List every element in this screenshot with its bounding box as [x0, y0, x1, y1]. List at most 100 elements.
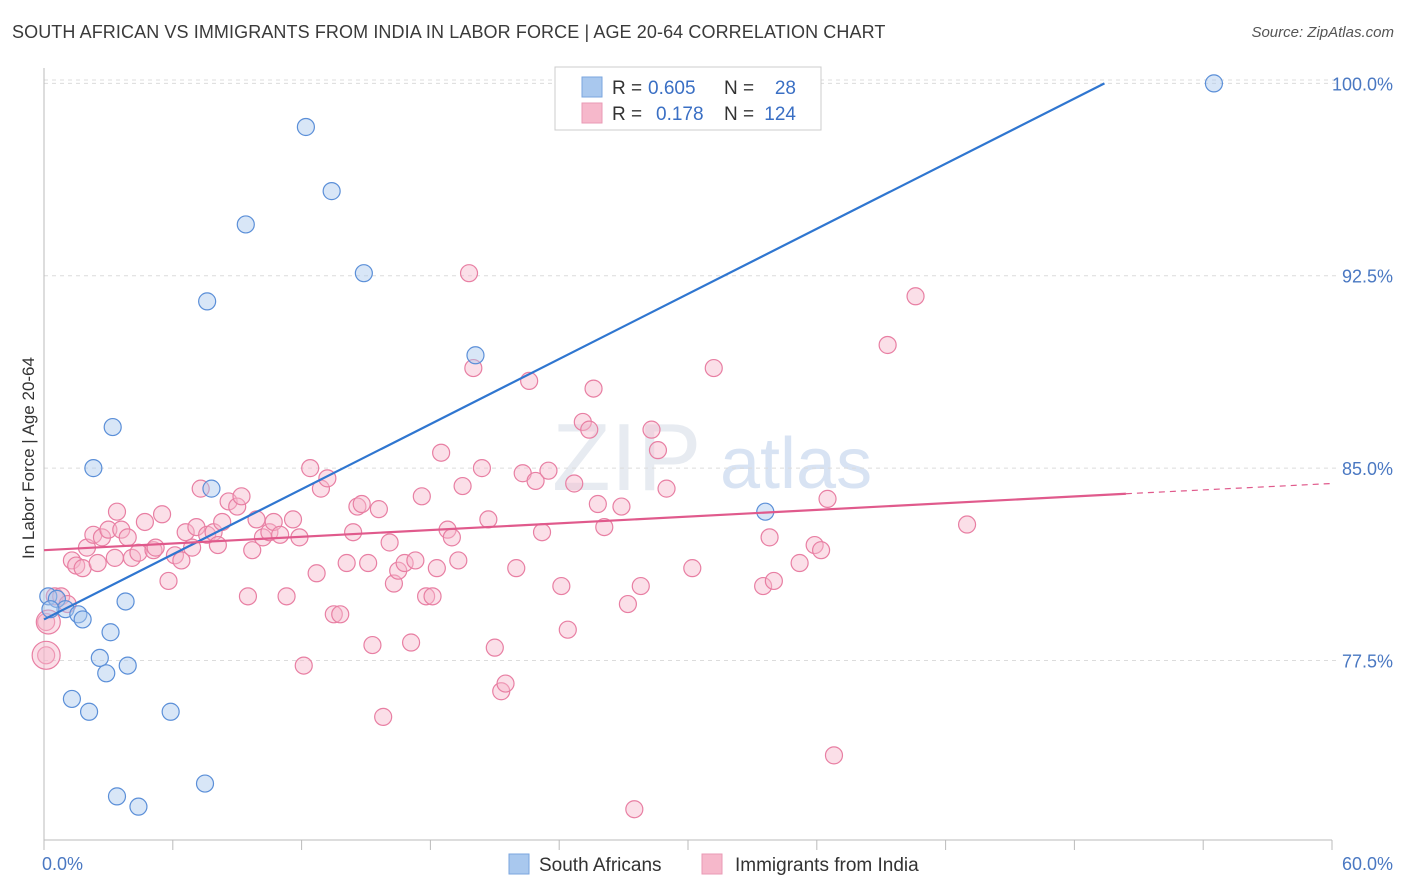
india-point-70	[423, 587, 442, 606]
india-point-99	[618, 594, 637, 614]
india-point-62	[380, 533, 399, 552]
india-point-100	[625, 800, 644, 819]
india-point-60	[369, 500, 388, 519]
india-point-79	[472, 459, 492, 478]
india-point-49	[307, 564, 326, 583]
legend-swatch-south-africans	[581, 76, 603, 98]
x-ticks	[43, 840, 1333, 850]
india-point-87	[526, 471, 545, 491]
india-point-68	[412, 487, 431, 506]
sa-point-9	[90, 648, 109, 668]
series-immigrants-from-india	[31, 264, 977, 819]
india-point-98	[612, 497, 631, 516]
india-point-12	[99, 520, 118, 539]
india-point-52	[324, 605, 343, 624]
india-point-44	[277, 587, 296, 606]
sa-point-4	[73, 610, 92, 629]
india-point-74	[442, 528, 461, 547]
india-point-large-0	[31, 640, 61, 670]
india-point-20	[144, 541, 163, 560]
legend-n-label-0: N =	[724, 78, 754, 99]
india-point-21	[146, 538, 165, 557]
india-point-71	[427, 559, 446, 578]
india-point-65	[395, 553, 414, 573]
india-point-47	[294, 656, 313, 675]
india-point-57	[352, 494, 371, 514]
india-point-106	[704, 358, 723, 378]
india-point-101	[631, 576, 650, 596]
india-point-32	[208, 535, 227, 555]
watermark-atlas: atlas	[720, 424, 872, 504]
sa-point-10	[118, 656, 137, 675]
india-point-33	[213, 512, 232, 532]
legend-r-value-0: 0.605	[648, 78, 696, 99]
india-point-large-1	[35, 609, 61, 635]
legend-r-label-0: R =	[612, 78, 642, 99]
india-point-103	[648, 441, 668, 460]
legend-swatch-india	[581, 102, 603, 124]
india-point-53	[331, 605, 350, 624]
india-point-13	[105, 548, 124, 567]
india-point-77	[459, 264, 479, 283]
india-point-19	[135, 512, 154, 532]
india-point-102	[642, 420, 661, 439]
india-point-58	[359, 553, 378, 573]
india-point-26	[176, 523, 195, 542]
bottom-legend-label-south-africans: South Africans	[539, 855, 662, 876]
india-point-109	[764, 571, 783, 591]
india-point-59	[363, 635, 382, 655]
india-point-84	[507, 559, 526, 578]
legend-n-value-1: 124	[764, 104, 796, 125]
india-point-1	[37, 646, 56, 665]
sa-point-23	[1204, 74, 1224, 93]
sa-point-16	[236, 215, 255, 234]
y-tick-label-0: 77.5%	[1342, 651, 1393, 671]
sa-point-26	[195, 774, 215, 793]
india-point-25	[172, 551, 191, 570]
x-tick-label-max: 60.0%	[1342, 854, 1393, 874]
india-point-14	[107, 502, 127, 521]
india-point-105	[683, 559, 702, 578]
trend-lines	[43, 82, 1333, 621]
sa-point-14	[161, 702, 180, 721]
india-point-29	[191, 479, 210, 498]
india-point-43	[271, 525, 290, 544]
india-point-16	[118, 528, 137, 547]
india-point-72	[432, 443, 451, 462]
india-point-114	[824, 746, 844, 765]
sa-point-5	[84, 459, 103, 478]
india-point-35	[228, 497, 247, 516]
india-point-113	[818, 489, 837, 508]
india-point-97	[595, 517, 614, 537]
india-point-95	[584, 379, 603, 398]
india-point-94	[580, 420, 599, 439]
india-point-116	[906, 287, 925, 306]
sa-point-6	[103, 417, 122, 437]
sa-point-7	[116, 592, 135, 611]
india-point-112	[811, 541, 831, 560]
sa-point-19	[354, 264, 373, 283]
chart-title: SOUTH AFRICAN VS IMMIGRANTS FROM INDIA I…	[12, 22, 886, 42]
trend-line-south-africans	[43, 82, 1105, 621]
india-point-67	[406, 551, 425, 570]
sa-point-20	[466, 346, 485, 365]
india-point-76	[453, 476, 472, 496]
india-point-108	[760, 528, 779, 547]
india-point-107	[754, 576, 773, 596]
legend-r-value-1: 0.178	[656, 104, 704, 125]
india-point-110	[790, 553, 809, 573]
india-point-81	[485, 638, 504, 657]
india-point-48	[301, 459, 320, 478]
legend-box: R = 0.605 N = 28 R = 0.178 N = 124	[554, 66, 822, 131]
india-point-10	[88, 553, 107, 573]
sa-point-11	[97, 664, 116, 683]
india-point-117	[957, 515, 977, 534]
india-point-38	[243, 541, 262, 560]
india-point-66	[401, 633, 421, 652]
bottom-legend: South Africans Immigrants from India	[508, 853, 919, 876]
india-point-115	[878, 335, 897, 355]
y-tick-labels: 77.5% 85.0% 92.5% 100.0%	[1332, 74, 1393, 671]
india-point-22	[152, 505, 172, 524]
india-point-41	[260, 523, 279, 542]
y-tick-label-3: 100.0%	[1332, 74, 1393, 94]
